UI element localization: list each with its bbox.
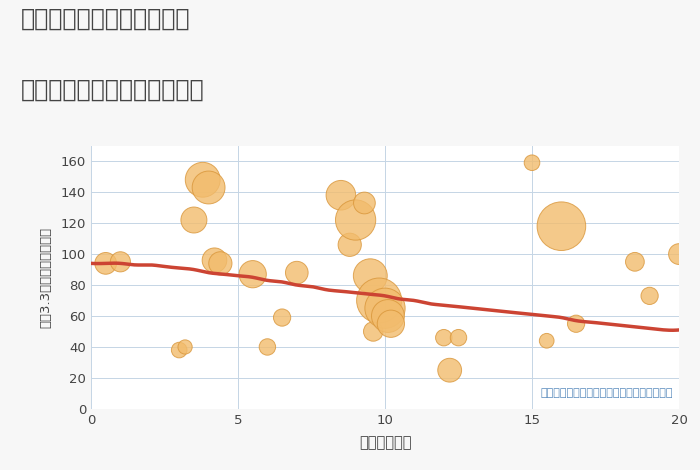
Point (350, 216, 361, 224)
Point (444, 367, 455, 374)
Point (374, 297, 385, 304)
Point (570, 320, 582, 328)
Point (556, 222, 567, 230)
Point (100, 259, 111, 267)
Y-axis label: 坪（3.3㎡）単価（万円）: 坪（3.3㎡）単価（万円） (39, 227, 52, 328)
Point (382, 312, 393, 320)
Point (262, 343, 273, 351)
Text: 奈良県奈良市学園朝日町の: 奈良県奈良市学園朝日町の (21, 7, 190, 31)
Point (344, 241, 356, 249)
Point (644, 292, 655, 300)
X-axis label: 駅距離（分）: 駅距離（分） (358, 435, 412, 450)
Point (365, 272, 376, 280)
Point (179, 343, 190, 351)
Point (359, 199, 370, 207)
Point (203, 184, 214, 191)
Point (209, 257, 220, 264)
Point (115, 258, 126, 266)
Point (526, 159, 538, 166)
Point (629, 258, 641, 266)
Point (368, 328, 379, 335)
Point (215, 259, 226, 267)
Point (335, 191, 346, 199)
Point (673, 251, 685, 258)
Point (188, 216, 199, 224)
Point (197, 176, 209, 183)
Point (379, 305, 391, 312)
Point (276, 314, 288, 321)
Point (541, 337, 552, 345)
Point (385, 320, 396, 328)
Text: 円の大きさは、取引のあった物件面積を示す: 円の大きさは、取引のあった物件面積を示す (540, 388, 673, 399)
Point (291, 269, 302, 276)
Point (438, 334, 449, 341)
Point (174, 346, 185, 354)
Point (453, 334, 464, 341)
Text: 駅距離別中古マンション価格: 駅距離別中古マンション価格 (21, 78, 204, 102)
Point (247, 270, 258, 278)
